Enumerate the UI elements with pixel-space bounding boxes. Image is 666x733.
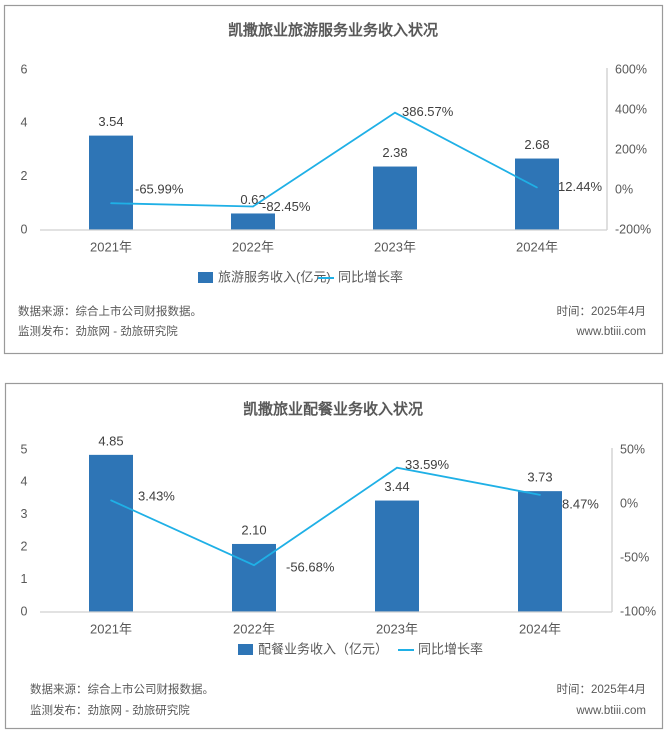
footer-publisher: 监测发布：劲旅网 - 劲旅研究院: [18, 324, 178, 338]
right-axis-tick-label: 200%: [615, 142, 647, 156]
right-axis-tick-label: -200%: [615, 222, 651, 236]
line-data-label: 33.59%: [405, 457, 450, 472]
footer-website: www.btiii.com: [575, 705, 646, 717]
legend-bar-swatch: [198, 272, 213, 283]
left-axis-tick-label: 2: [21, 169, 28, 183]
left-axis-tick-label: 0: [21, 604, 28, 618]
legend-bar-label: 配餐业务收入（亿元）: [258, 641, 388, 656]
bar-2021年: [89, 135, 133, 230]
bar-data-label: 3.54: [98, 114, 123, 129]
x-axis-category-label: 2022年: [233, 621, 275, 636]
bar-2024年: [518, 491, 562, 612]
x-axis-category-label: 2024年: [516, 239, 558, 254]
line-data-label: 386.57%: [402, 104, 454, 119]
right-axis-tick-label: 600%: [615, 62, 647, 76]
legend-bar-label: 旅游服务收入(亿元): [218, 269, 331, 284]
bar-2021年: [89, 454, 133, 612]
right-axis-tick-label: 400%: [615, 102, 647, 116]
left-axis-tick-label: 4: [21, 116, 28, 130]
legend-line-label: 同比增长率: [338, 269, 403, 284]
line-data-label: 3.43%: [138, 489, 175, 504]
bar-2023年: [373, 166, 417, 230]
growth-rate-point: [110, 202, 112, 204]
growth-rate-point: [252, 205, 254, 208]
footer-source: 数据来源：综合上市公司财报数据。: [30, 682, 214, 696]
growth-rate-line: [110, 466, 541, 567]
growth-rate-point: [539, 494, 541, 496]
footer-date: 时间：2025年4月: [557, 304, 646, 318]
bar-data-label: 2.10: [241, 522, 266, 537]
footer-publisher: 监测发布：劲旅网 - 劲旅研究院: [30, 703, 190, 717]
line-data-label: -65.99%: [135, 182, 184, 197]
bar-data-label: 2.68: [524, 137, 549, 152]
bar-2022年: [231, 213, 275, 230]
growth-rate-point: [536, 186, 538, 189]
right-axis-tick-label: 0%: [615, 182, 633, 196]
growth-rate-point: [396, 466, 398, 469]
bar-data-label: 3.73: [527, 470, 552, 485]
bar-data-label: 2.38: [382, 145, 407, 160]
bar-2023年: [375, 500, 419, 612]
left-axis-tick-label: 4: [21, 475, 28, 489]
growth-rate-point: [394, 111, 396, 114]
chart-1: 凯撒旅业旅游服务业务收入状况 0 2 4 6 -200% 0% 200% 400% 600% 3.5…: [3, 4, 664, 355]
right-axis-tick-label: -50%: [620, 550, 649, 564]
left-axis-tick-label: 1: [21, 572, 28, 586]
chart-title: 凯撒旅业旅游服务业务收入状况: [228, 21, 438, 39]
growth-rate-point: [253, 564, 255, 567]
growth-rate-point: [110, 499, 112, 502]
bar-2024年: [515, 158, 559, 230]
legend-bar-swatch: [238, 644, 253, 655]
x-axis-category-label: 2023年: [374, 239, 416, 254]
footer-date: 时间：2025年4月: [557, 682, 646, 696]
line-data-label: -82.45%: [262, 199, 311, 214]
x-axis-category-label: 2023年: [376, 621, 418, 636]
left-axis-tick-label: 5: [21, 442, 28, 456]
bar-data-label: 4.85: [98, 433, 123, 448]
line-data-label: -56.68%: [286, 560, 335, 575]
legend-line-label: 同比增长率: [418, 641, 483, 656]
growth-rate-line: [110, 111, 538, 208]
x-axis-category-label: 2024年: [519, 621, 561, 636]
bar-data-label: 3.44: [384, 479, 409, 494]
chart-title: 凯撒旅业配餐业务收入状况: [243, 400, 423, 418]
footer-website: www.btiii.com: [575, 326, 646, 338]
left-axis-tick-label: 3: [21, 507, 28, 521]
left-axis-tick-label: 0: [21, 222, 28, 236]
footer-source: 数据来源：综合上市公司财报数据。: [18, 304, 202, 318]
left-axis-tick-label: 6: [21, 62, 28, 76]
x-axis-category-label: 2021年: [90, 621, 132, 636]
x-axis-category-label: 2022年: [232, 239, 274, 254]
right-axis-tick-label: 50%: [620, 442, 645, 456]
left-axis-tick-label: 2: [21, 539, 28, 553]
chart-2: 凯撒旅业配餐业务收入状况 0 1 2 3 4 5 -100% -50% 0% 50% 4.85 2.10…: [4, 382, 664, 730]
line-data-label: 8.47%: [562, 496, 599, 511]
line-data-label: 12.44%: [558, 179, 603, 194]
right-axis-tick-label: 0%: [620, 496, 638, 510]
right-axis-tick-label: -100%: [620, 604, 656, 618]
x-axis-category-label: 2021年: [90, 239, 132, 254]
